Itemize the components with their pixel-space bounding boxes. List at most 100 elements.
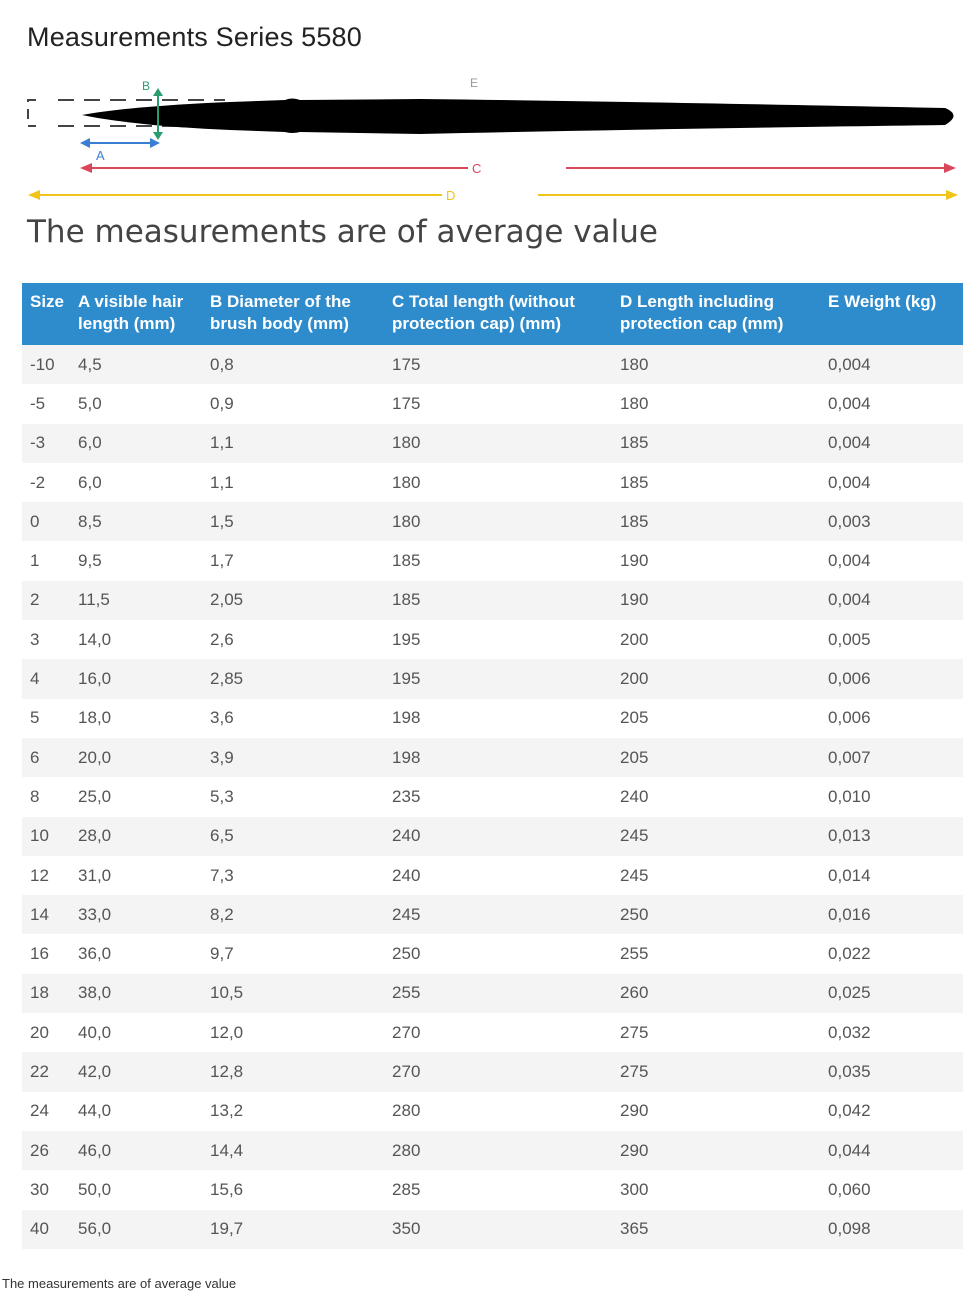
cell-a: 4,5: [70, 345, 203, 385]
cell-c: 198: [384, 698, 613, 738]
table-row: 12 31,0 7,3 240 245 0,014: [22, 855, 963, 896]
b-diameter-marker: [153, 88, 163, 140]
cell-a: 8,5: [70, 502, 203, 542]
cell-size: -5: [22, 384, 71, 424]
subtitle: The measurements are of average value: [27, 214, 658, 250]
table-row: 26 46,0 14,4 280 290 0,044: [22, 1130, 963, 1171]
cell-a: 6,0: [70, 462, 203, 503]
cell-a: 36,0: [70, 934, 203, 974]
cell-size: 40: [22, 1209, 71, 1249]
cell-c: 185: [384, 580, 613, 621]
cell-c: 245: [384, 895, 613, 935]
cell-a: 6,0: [70, 423, 203, 463]
cell-size: 24: [22, 1091, 71, 1131]
cell-b: 19,7: [202, 1209, 385, 1249]
cell-e: 0,004: [820, 384, 963, 424]
cell-c: 255: [384, 973, 613, 1014]
table-row: -5 5,0 0,9 175 180 0,004: [22, 384, 963, 424]
cell-e: 0,098: [820, 1209, 963, 1249]
cell-a: 33,0: [70, 895, 203, 935]
cell-d: 260: [612, 973, 821, 1014]
cell-a: 5,0: [70, 384, 203, 424]
cell-e: 0,042: [820, 1091, 963, 1131]
cell-e: 0,044: [820, 1130, 963, 1171]
table-row: -2 6,0 1,1 180 185 0,004: [22, 462, 963, 503]
cell-d: 205: [612, 737, 821, 778]
table-row: 22 42,0 12,8 270 275 0,035: [22, 1052, 963, 1092]
cell-e: 0,005: [820, 620, 963, 660]
header-d-length-with-cap: D Length including protection cap (mm): [612, 283, 821, 345]
cell-c: 240: [384, 816, 613, 856]
cell-a: 50,0: [70, 1170, 203, 1210]
cell-size: 1: [22, 541, 71, 581]
cell-e: 0,006: [820, 698, 963, 738]
a-hair-length-arrow: [80, 138, 160, 148]
cell-c: 175: [384, 345, 613, 385]
cell-e: 0,010: [820, 777, 963, 817]
cell-c: 270: [384, 1052, 613, 1092]
cell-b: 2,6: [202, 620, 385, 660]
cell-size: 26: [22, 1130, 71, 1171]
cell-b: 12,0: [202, 1013, 385, 1053]
cell-e: 0,022: [820, 934, 963, 974]
table-row: -10 4,5 0,8 175 180 0,004: [22, 345, 963, 385]
cell-a: 16,0: [70, 659, 203, 699]
cell-a: 25,0: [70, 777, 203, 817]
cell-size: 14: [22, 895, 71, 935]
cell-d: 290: [612, 1091, 821, 1131]
cell-a: 31,0: [70, 855, 203, 896]
table-row: 4 16,0 2,85 195 200 0,006: [22, 659, 963, 699]
table-row: -3 6,0 1,1 180 185 0,004: [22, 423, 963, 463]
cell-size: 3: [22, 620, 71, 660]
table-row: 20 40,0 12,0 270 275 0,032: [22, 1013, 963, 1053]
cell-d: 185: [612, 423, 821, 463]
cell-b: 9,7: [202, 934, 385, 974]
cell-d: 200: [612, 659, 821, 699]
cell-size: 4: [22, 659, 71, 699]
cell-c: 185: [384, 541, 613, 581]
cell-d: 205: [612, 698, 821, 738]
cell-e: 0,007: [820, 737, 963, 778]
cell-c: 270: [384, 1013, 613, 1053]
cell-size: 20: [22, 1013, 71, 1053]
cell-c: 175: [384, 384, 613, 424]
cell-size: 30: [22, 1170, 71, 1210]
table-row: 6 20,0 3,9 198 205 0,007: [22, 737, 963, 778]
cell-d: 275: [612, 1052, 821, 1092]
table-row: 14 33,0 8,2 245 250 0,016: [22, 895, 963, 935]
cell-d: 365: [612, 1209, 821, 1249]
table-row: 18 38,0 10,5 255 260 0,025: [22, 973, 963, 1014]
cell-d: 250: [612, 895, 821, 935]
cell-c: 280: [384, 1091, 613, 1131]
cell-b: 7,3: [202, 855, 385, 896]
cell-a: 44,0: [70, 1091, 203, 1131]
header-size: Size: [22, 283, 71, 345]
label-d: D: [446, 188, 455, 203]
cell-d: 200: [612, 620, 821, 660]
cell-b: 10,5: [202, 973, 385, 1014]
cell-b: 0,9: [202, 384, 385, 424]
cell-c: 180: [384, 502, 613, 542]
cell-size: -3: [22, 423, 71, 463]
label-b: B: [142, 79, 150, 93]
cell-a: 28,0: [70, 816, 203, 856]
cell-c: 285: [384, 1170, 613, 1210]
cell-a: 42,0: [70, 1052, 203, 1092]
header-e-weight: E Weight (kg): [820, 283, 963, 345]
cell-e: 0,004: [820, 541, 963, 581]
cell-b: 12,8: [202, 1052, 385, 1092]
cell-b: 3,9: [202, 737, 385, 778]
cell-a: 18,0: [70, 698, 203, 738]
cell-a: 46,0: [70, 1130, 203, 1171]
cell-e: 0,004: [820, 462, 963, 503]
label-e: E: [470, 76, 478, 90]
table-row: 1 9,5 1,7 185 190 0,004: [22, 541, 963, 581]
brush-silhouette: [82, 98, 954, 134]
table-body: -10 4,5 0,8 175 180 0,004 -5 5,0 0,9 175 180 0,004-…: [22, 345, 963, 1249]
cell-e: 0,025: [820, 973, 963, 1014]
cell-size: 10: [22, 816, 71, 856]
cell-c: 180: [384, 423, 613, 463]
cell-c: 240: [384, 855, 613, 896]
footnote: The measurements are of average value: [2, 1276, 237, 1291]
cell-b: 3,6: [202, 698, 385, 738]
